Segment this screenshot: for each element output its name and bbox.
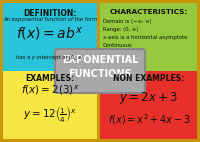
Text: DEFINITION:: DEFINITION:: [23, 9, 77, 18]
Text: $y = 2x + 3$: $y = 2x + 3$: [119, 90, 179, 106]
FancyBboxPatch shape: [100, 71, 197, 139]
FancyBboxPatch shape: [100, 3, 197, 71]
Text: Continuous: Continuous: [103, 43, 133, 48]
Text: Range: (0, ∞): Range: (0, ∞): [103, 27, 138, 32]
Text: $f(x) = ab^x$: $f(x) = ab^x$: [16, 25, 84, 42]
Text: NON EXAMPLES:: NON EXAMPLES:: [113, 74, 185, 83]
Text: $f(x) = 2(3)^x$: $f(x) = 2(3)^x$: [21, 84, 79, 97]
FancyBboxPatch shape: [3, 71, 97, 139]
FancyBboxPatch shape: [55, 49, 145, 93]
Text: CHARACTERISTICS:: CHARACTERISTICS:: [110, 9, 188, 15]
FancyBboxPatch shape: [3, 3, 97, 71]
Text: $f(x) = x^2 + 4x - 3$: $f(x) = x^2 + 4x - 3$: [108, 112, 190, 127]
Text: EXPONENTIAL
FUNCTIONS: EXPONENTIAL FUNCTIONS: [62, 55, 138, 79]
Text: An exponential function of the form: An exponential function of the form: [3, 17, 97, 22]
Text: EXAMPLES:: EXAMPLES:: [25, 74, 75, 83]
Text: has a y-intercept at (0, a).: has a y-intercept at (0, a).: [16, 55, 84, 60]
Text: x-axis is a horizontal asymptote: x-axis is a horizontal asymptote: [103, 35, 187, 40]
Text: $y = 12\left(\frac{1}{4}\right)^x$: $y = 12\left(\frac{1}{4}\right)^x$: [23, 104, 77, 124]
Text: Domain is (−∞, ∞): Domain is (−∞, ∞): [103, 19, 152, 24]
